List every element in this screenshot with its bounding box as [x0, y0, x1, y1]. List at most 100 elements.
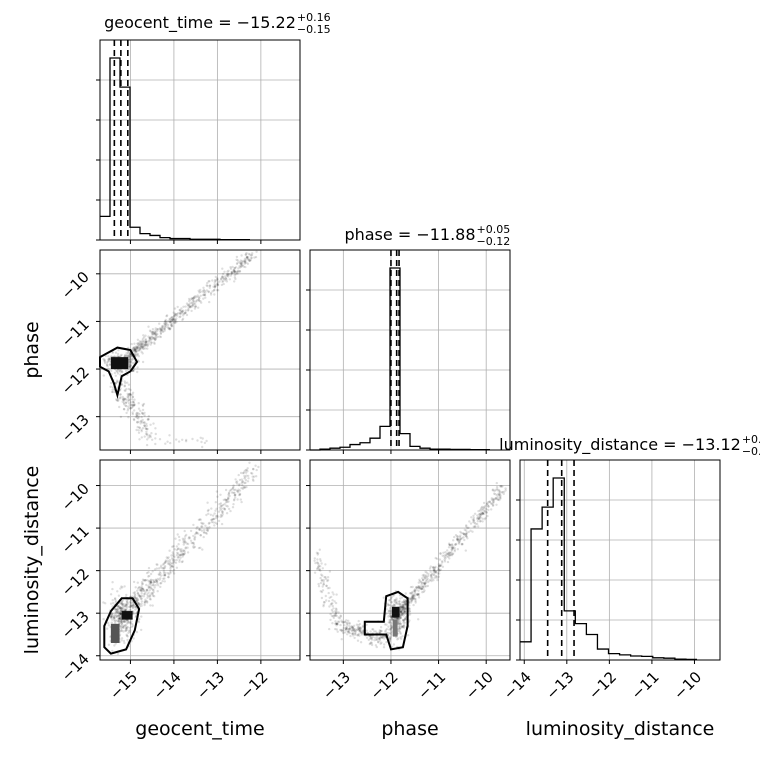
- sample-point: [243, 481, 246, 485]
- sample-point: [202, 297, 205, 300]
- sample-point: [127, 396, 130, 400]
- sample-point: [220, 522, 224, 526]
- sample-point: [140, 628, 143, 632]
- sample-point: [473, 512, 477, 515]
- sample-point: [233, 280, 236, 283]
- sample-point: [119, 606, 122, 609]
- x-axis-label: luminosity_distance: [526, 718, 715, 740]
- sample-point: [213, 517, 216, 521]
- sample-point: [163, 573, 167, 577]
- sample-point: [359, 627, 363, 630]
- sample-point: [188, 535, 191, 539]
- sample-point: [120, 629, 124, 632]
- sample-point: [141, 352, 144, 355]
- sample-point: [133, 348, 137, 351]
- sample-point: [451, 546, 455, 550]
- sample-point: [340, 638, 343, 641]
- sample-point: [147, 591, 150, 594]
- sample-point: [139, 595, 142, 598]
- sample-point: [150, 335, 153, 338]
- sample-point: [219, 515, 222, 519]
- sample-point: [401, 596, 404, 599]
- sample-point: [337, 616, 340, 619]
- sample-point: [379, 629, 383, 633]
- sample-point: [141, 345, 145, 348]
- sample-point: [483, 507, 486, 510]
- sample-point: [114, 608, 118, 611]
- sample-point: [142, 579, 146, 582]
- sample-point: [399, 607, 402, 610]
- sample-point: [206, 501, 209, 504]
- sample-point: [191, 304, 194, 307]
- sample-point: [445, 555, 448, 558]
- sample-point: [139, 348, 142, 351]
- sample-point: [148, 340, 151, 343]
- sample-point: [358, 627, 362, 630]
- sample-point: [481, 512, 484, 515]
- sample-point: [393, 600, 396, 603]
- sample-point: [128, 393, 131, 396]
- sample-point: [234, 277, 237, 281]
- sample-point: [232, 486, 235, 489]
- sample-point: [323, 601, 326, 604]
- sample-point: [127, 350, 131, 353]
- sample-point: [126, 409, 129, 412]
- sample-point: [201, 445, 204, 449]
- sample-point: [401, 603, 405, 606]
- sample-point: [252, 475, 256, 478]
- sample-point: [138, 617, 141, 621]
- sample-point: [481, 512, 485, 516]
- sample-point: [227, 273, 231, 276]
- sample-point: [321, 585, 324, 588]
- sample-point: [147, 339, 151, 342]
- sample-point: [490, 508, 493, 511]
- sample-point: [182, 549, 185, 552]
- sample-point: [118, 621, 122, 624]
- sample-point: [149, 604, 152, 607]
- sample-point: [127, 383, 131, 386]
- sample-point: [173, 319, 177, 323]
- sample-point: [211, 518, 215, 521]
- sample-point: [246, 470, 249, 473]
- sample-point: [115, 615, 119, 618]
- sample-point: [157, 573, 160, 576]
- sample-point: [398, 623, 401, 626]
- sample-point: [360, 631, 363, 635]
- sample-point: [474, 522, 477, 525]
- sample-point: [165, 325, 168, 328]
- sample-point: [399, 631, 402, 634]
- sample-point: [140, 581, 144, 584]
- sample-point: [498, 492, 502, 495]
- sample-point: [228, 489, 232, 492]
- sample-point: [184, 305, 187, 308]
- sample-point: [236, 271, 239, 274]
- sample-point: [116, 611, 120, 615]
- sample-point: [401, 635, 404, 638]
- sample-point: [119, 373, 122, 376]
- sample-point: [236, 261, 239, 265]
- sample-point: [179, 315, 182, 318]
- sample-point: [464, 533, 467, 536]
- sample-point: [195, 295, 198, 299]
- sample-point: [466, 537, 469, 540]
- sample-point: [465, 532, 468, 536]
- sample-point: [125, 603, 129, 606]
- sample-point: [446, 555, 450, 559]
- sample-point: [385, 612, 388, 615]
- sample-point: [133, 409, 136, 412]
- sample-point: [224, 499, 228, 502]
- sample-point: [369, 637, 372, 640]
- sample-point: [129, 601, 133, 604]
- sample-point: [402, 624, 406, 628]
- sample-point: [102, 617, 105, 621]
- sample-point: [370, 643, 374, 647]
- sample-point: [118, 615, 122, 618]
- sample-point: [220, 504, 223, 508]
- sample-point: [369, 635, 373, 638]
- sample-point: [144, 343, 147, 346]
- sample-point: [443, 558, 446, 561]
- sample-point: [411, 585, 414, 589]
- sample-point: [171, 545, 174, 548]
- sample-point: [358, 634, 361, 637]
- sample-point: [417, 585, 420, 588]
